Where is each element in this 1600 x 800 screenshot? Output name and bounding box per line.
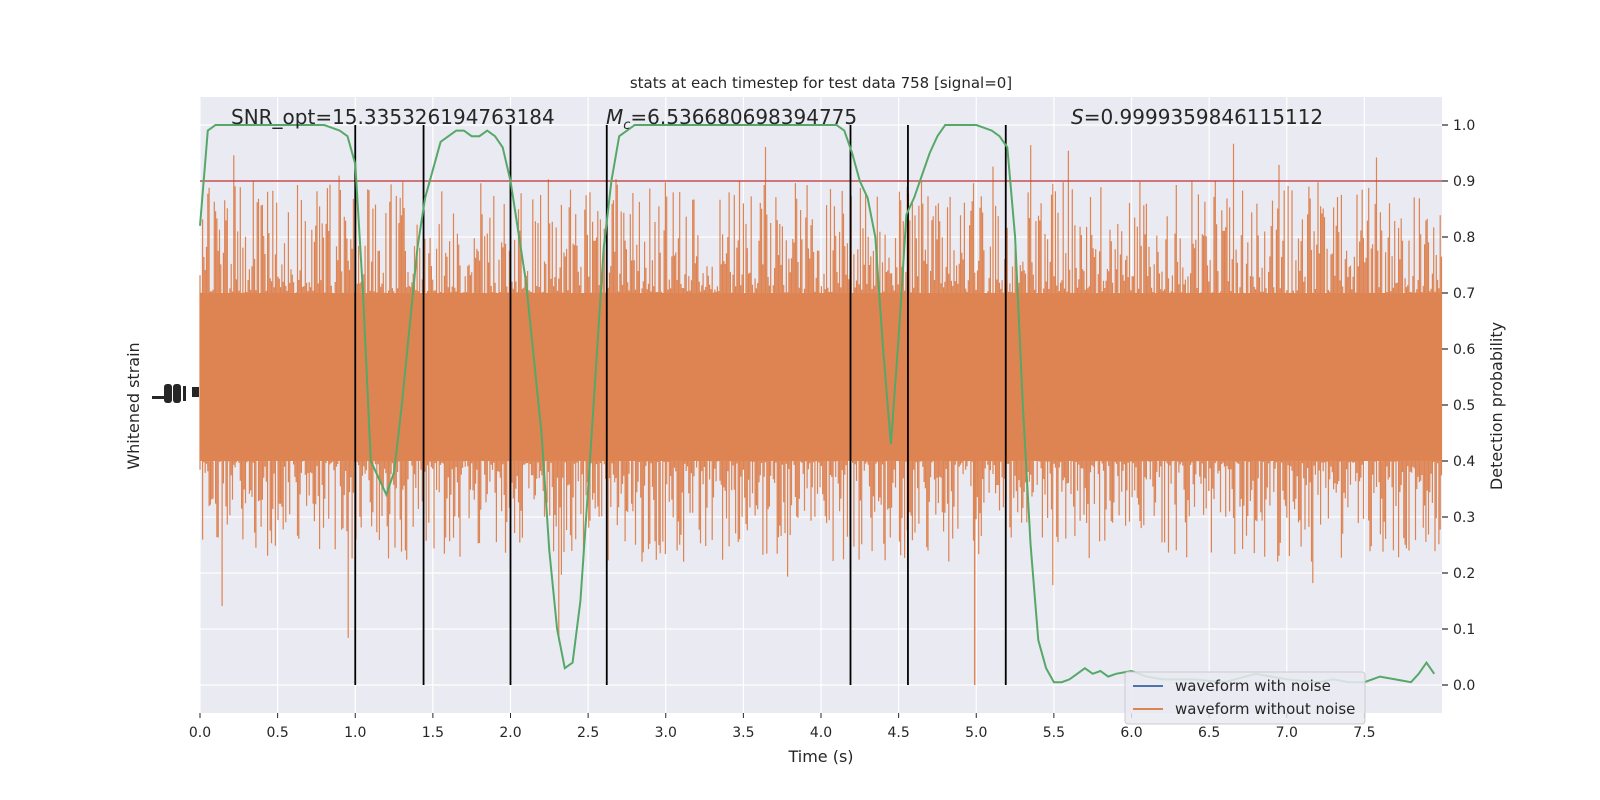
y-tick-label: 0.1 [1453, 622, 1475, 638]
x-tick-label: 3.0 [655, 725, 677, 741]
right-axis-ticks: 0.0 0.1 0.2 0.3 0.4 0.5 0.6 0.7 0.8 0.9 1.0 [1442, 118, 1475, 694]
y-tick-label: 0.4 [1453, 454, 1475, 470]
s-value: =0.9999359846115112 [1084, 105, 1323, 129]
y-tick-label: 0.2 [1453, 566, 1475, 582]
x-axis-ticks: 0.0 0.5 1.0 1.5 2.0 2.5 3.0 3.5 4.0 4.5 5.0 5.5 6.0 6… [189, 713, 1376, 741]
x-tick-label: 2.0 [499, 725, 521, 741]
y-tick-label: 0.0 [1453, 678, 1475, 694]
x-tick-label: 2.5 [577, 725, 599, 741]
mc-symbol: M [606, 105, 623, 129]
mc-value: =6.536680698394775 [630, 105, 857, 129]
x-tick-label: 7.5 [1353, 725, 1375, 741]
y-tick-label: 0.7 [1453, 286, 1475, 302]
y-tick-label: 0.3 [1453, 510, 1475, 526]
x-tick-label: 1.5 [422, 725, 444, 741]
left-axis-tick-glyphs [152, 384, 199, 403]
x-tick-label: 4.0 [810, 725, 832, 741]
y-tick-label: 0.9 [1453, 174, 1475, 190]
left-axis-label: Whitened strain [124, 342, 143, 469]
x-tick-label: 4.5 [887, 725, 909, 741]
mc-annotation: Mc=6.536680698394775 [606, 105, 857, 133]
chart-title: stats at each timestep for test data 758… [630, 74, 1012, 92]
x-tick-label: 1.0 [344, 725, 366, 741]
x-tick-label: 5.0 [965, 725, 987, 741]
x-tick-label: 6.0 [1120, 725, 1142, 741]
mc-subscript: c [623, 118, 630, 133]
snr-annotation: SNR_opt=15.335326194763184 [231, 105, 555, 129]
y-tick-label: 1.0 [1453, 118, 1475, 134]
x-tick-label: 0.0 [189, 725, 211, 741]
noise-band [199, 143, 1443, 685]
right-axis-label: Detection probability [1487, 322, 1506, 490]
legend: waveform with noise waveform without noi… [1124, 671, 1366, 725]
x-tick-label: 0.5 [266, 725, 288, 741]
x-tick-label: 7.0 [1276, 725, 1298, 741]
legend-label-with-noise: waveform with noise [1175, 677, 1331, 695]
x-axis-label: Time (s) [787, 747, 853, 766]
x-tick-label: 6.5 [1198, 725, 1220, 741]
s-symbol: S [1071, 105, 1084, 129]
legend-label-without-noise: waveform without noise [1175, 700, 1355, 718]
y-tick-label: 0.6 [1453, 342, 1475, 358]
x-tick-label: 3.5 [732, 725, 754, 741]
x-tick-label: 5.5 [1043, 725, 1065, 741]
y-tick-label: 0.8 [1453, 230, 1475, 246]
y-tick-label: 0.5 [1453, 398, 1475, 414]
legend-box [1124, 671, 1366, 725]
noise-spikes [199, 143, 1443, 641]
s-annotation: S=0.9999359846115112 [1071, 105, 1323, 129]
